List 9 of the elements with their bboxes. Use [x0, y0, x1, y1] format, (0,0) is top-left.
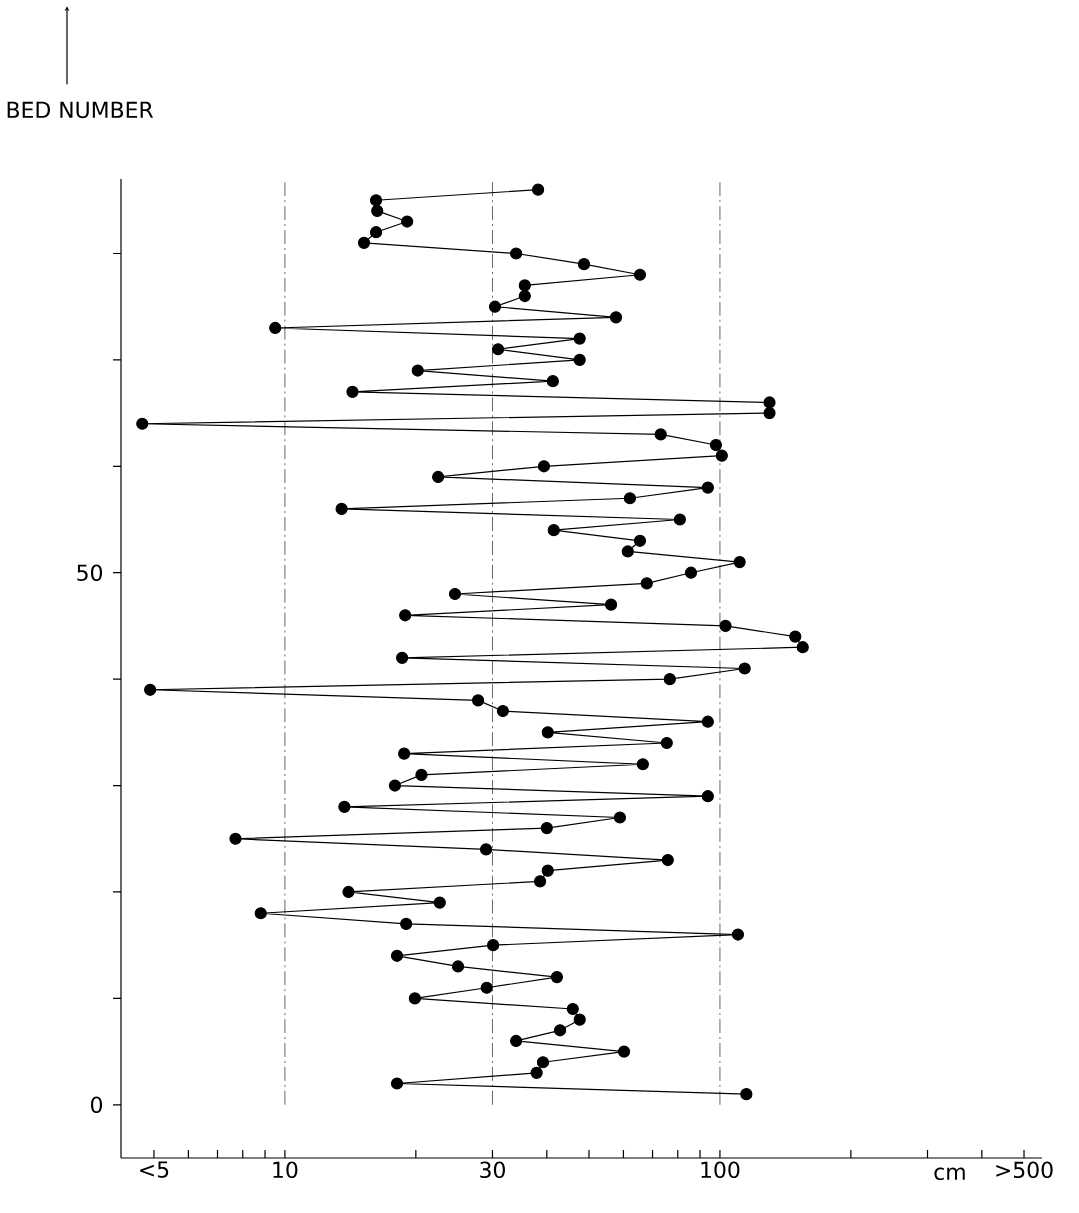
- y-tick-label: 50: [77, 564, 103, 582]
- x-tick-label: 30: [480, 1161, 505, 1179]
- x-axis-title: cm: [934, 1167, 965, 1181]
- x-tick-label: 100: [701, 1161, 740, 1179]
- x-tick-label: <5: [140, 1161, 169, 1178]
- x-tick-label: >500: [996, 1161, 1053, 1179]
- y-axis-title: BED NUMBER: [7, 101, 154, 119]
- x-tick-label: 10: [273, 1161, 298, 1179]
- y-tick-label: 0: [90, 1096, 103, 1114]
